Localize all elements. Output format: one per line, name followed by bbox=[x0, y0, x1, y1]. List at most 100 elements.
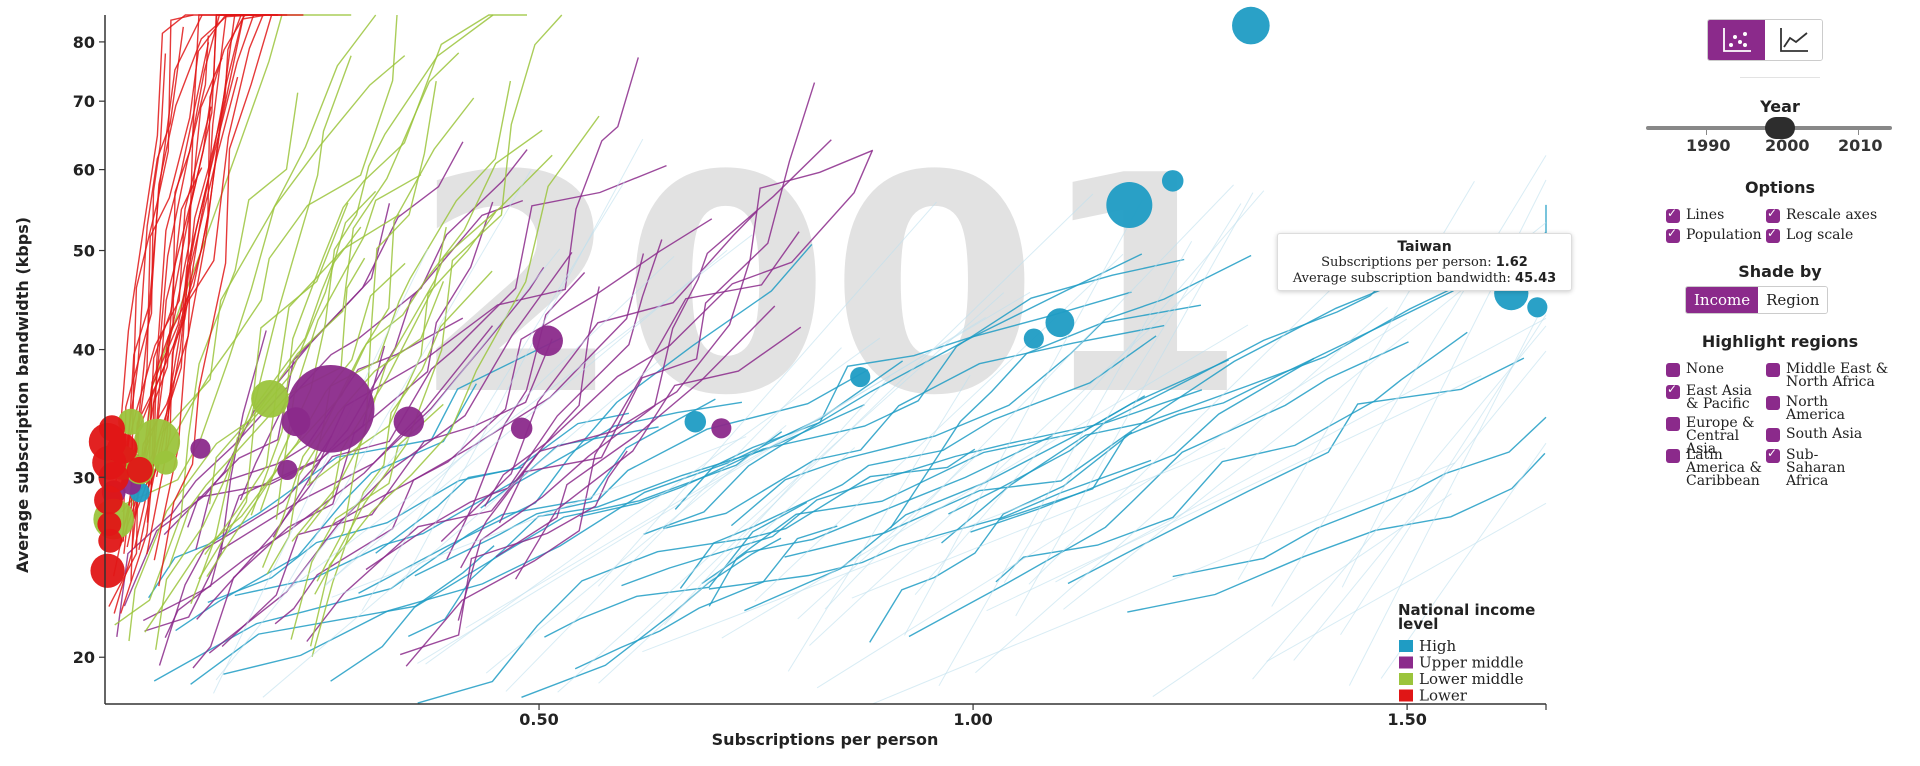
region-europe-label: Europe & Central Asia bbox=[1686, 415, 1755, 457]
option-log-scale[interactable]: ✓ Log scale bbox=[1766, 227, 1854, 243]
option-rescale-axes[interactable]: ✓ Rescale axes bbox=[1766, 207, 1878, 223]
trail-line bbox=[311, 270, 493, 657]
y-tick-label: 40 bbox=[73, 341, 95, 360]
data-point-lower bbox=[90, 553, 125, 588]
region-east-asia-checkbox[interactable]: ✓ bbox=[1666, 383, 1680, 399]
lines-checkbox[interactable]: ✓ bbox=[1666, 207, 1680, 223]
trail-line bbox=[440, 210, 758, 543]
region-middle-east-north-africa[interactable]: Middle East & North Africa bbox=[1766, 362, 1916, 389]
data-point-upper_middle bbox=[510, 417, 533, 440]
shade-income-button[interactable]: Income bbox=[1686, 287, 1759, 313]
trail-line bbox=[521, 537, 782, 698]
option-rescale-axes-label: Rescale axes bbox=[1786, 207, 1878, 223]
trail-line bbox=[663, 324, 1165, 530]
trail-line bbox=[1172, 416, 1547, 578]
region-europe-central-asia[interactable]: Europe & Central Asia bbox=[1666, 415, 1771, 457]
year-title: Year bbox=[1760, 97, 1800, 116]
region-europe-checkbox[interactable] bbox=[1666, 417, 1680, 431]
year-label-2000: 2000 bbox=[1765, 136, 1810, 155]
region-north-america-label: North America bbox=[1786, 394, 1846, 423]
log-scale-checkbox[interactable]: ✓ bbox=[1766, 227, 1780, 243]
region-north-america-checkbox[interactable] bbox=[1766, 396, 1780, 410]
trail-line bbox=[291, 80, 437, 542]
legend-label: High bbox=[1419, 637, 1456, 655]
legend-swatch bbox=[1399, 656, 1413, 669]
region-latin-america-checkbox[interactable] bbox=[1666, 449, 1680, 463]
trail-line bbox=[417, 448, 976, 704]
tooltip-subscriptions-value: 1.62 bbox=[1495, 255, 1528, 270]
faint-trail-line bbox=[1266, 502, 1547, 662]
faint-trail-line bbox=[262, 358, 662, 698]
scatter-mode-button[interactable] bbox=[1708, 20, 1765, 60]
trail-line bbox=[250, 14, 527, 516]
trail-line bbox=[130, 14, 304, 511]
faint-trail-line bbox=[215, 248, 561, 681]
trail-line bbox=[144, 330, 267, 632]
shade-region-button[interactable]: Region bbox=[1758, 287, 1828, 313]
y-tick-label: 20 bbox=[73, 648, 95, 667]
data-point-lower bbox=[126, 456, 153, 483]
region-south-asia-checkbox[interactable] bbox=[1766, 428, 1780, 442]
trail-line bbox=[679, 335, 1157, 589]
faint-trail-line bbox=[324, 255, 675, 587]
trail-line bbox=[116, 387, 288, 637]
trail-line bbox=[306, 286, 600, 642]
region-east-asia-pacific[interactable]: ✓ East Asia & Pacific bbox=[1666, 383, 1766, 411]
option-population[interactable]: ✓ Population bbox=[1666, 227, 1762, 243]
data-point-high bbox=[850, 366, 871, 388]
faint-trail-line bbox=[325, 249, 728, 585]
line-mode-button[interactable] bbox=[1765, 20, 1822, 60]
trail-line bbox=[358, 243, 813, 594]
legend-label: Upper middle bbox=[1419, 654, 1524, 672]
region-latin-america-label: Latin America & Caribbean bbox=[1686, 447, 1762, 489]
data-point-lower_middle bbox=[251, 379, 289, 418]
data-point-lower bbox=[98, 528, 123, 553]
data-point-high bbox=[1527, 297, 1548, 318]
trail-line bbox=[579, 258, 1185, 518]
trail-line bbox=[150, 167, 203, 493]
region-sub-saharan-label: Sub-Saharan Africa bbox=[1786, 447, 1846, 489]
tooltip-row-subscriptions: Subscriptions per person: 1.62 bbox=[1278, 255, 1571, 271]
y-tick-label: 60 bbox=[73, 161, 95, 180]
option-log-scale-label: Log scale bbox=[1786, 227, 1854, 243]
tooltip-bandwidth-label: Average subscription bandwidth: bbox=[1292, 271, 1511, 286]
region-mena-checkbox[interactable] bbox=[1766, 363, 1780, 377]
trail-line bbox=[484, 150, 873, 507]
region-north-america[interactable]: North America bbox=[1766, 394, 1861, 423]
trail-line bbox=[514, 326, 802, 580]
region-south-asia[interactable]: South Asia bbox=[1766, 427, 1862, 442]
region-none[interactable]: None bbox=[1666, 362, 1724, 377]
option-lines[interactable]: ✓ Lines bbox=[1666, 207, 1724, 223]
data-point-upper_middle bbox=[532, 325, 563, 357]
faint-trail-line bbox=[1003, 203, 1242, 583]
region-sub-saharan-africa[interactable]: ✓ Sub-Saharan Africa bbox=[1766, 447, 1876, 489]
data-point-high bbox=[1161, 170, 1184, 192]
region-latin-america-caribbean[interactable]: Latin America & Caribbean bbox=[1666, 447, 1771, 489]
trail-line bbox=[196, 164, 667, 620]
legend-label: Lower middle bbox=[1419, 670, 1524, 688]
population-checkbox[interactable]: ✓ bbox=[1666, 227, 1680, 243]
trail-line bbox=[274, 253, 645, 625]
trail-line bbox=[158, 199, 524, 666]
data-point-upper_middle bbox=[277, 459, 298, 480]
faint-trail-line bbox=[914, 190, 1265, 596]
x-axis-ticks: 0.50 1.00 1.50 bbox=[519, 704, 1547, 729]
trail-line bbox=[414, 369, 869, 577]
options-title: Options bbox=[1744, 178, 1816, 197]
trail-line bbox=[190, 190, 377, 604]
faint-trail-line bbox=[278, 169, 532, 599]
year-slider-thumb[interactable] bbox=[1765, 117, 1795, 139]
y-tick-label: 30 bbox=[73, 468, 95, 487]
rescale-axes-checkbox[interactable]: ✓ bbox=[1766, 207, 1780, 223]
trail-line bbox=[290, 403, 444, 640]
data-point-lower bbox=[107, 433, 138, 464]
trail-line bbox=[1127, 452, 1546, 613]
data-point-high bbox=[1232, 6, 1270, 45]
trail-line bbox=[128, 55, 352, 642]
legend-swatch bbox=[1399, 640, 1413, 652]
region-sub-saharan-checkbox[interactable]: ✓ bbox=[1766, 447, 1780, 463]
region-none-checkbox[interactable] bbox=[1666, 363, 1680, 377]
faint-trail-line bbox=[213, 248, 429, 694]
